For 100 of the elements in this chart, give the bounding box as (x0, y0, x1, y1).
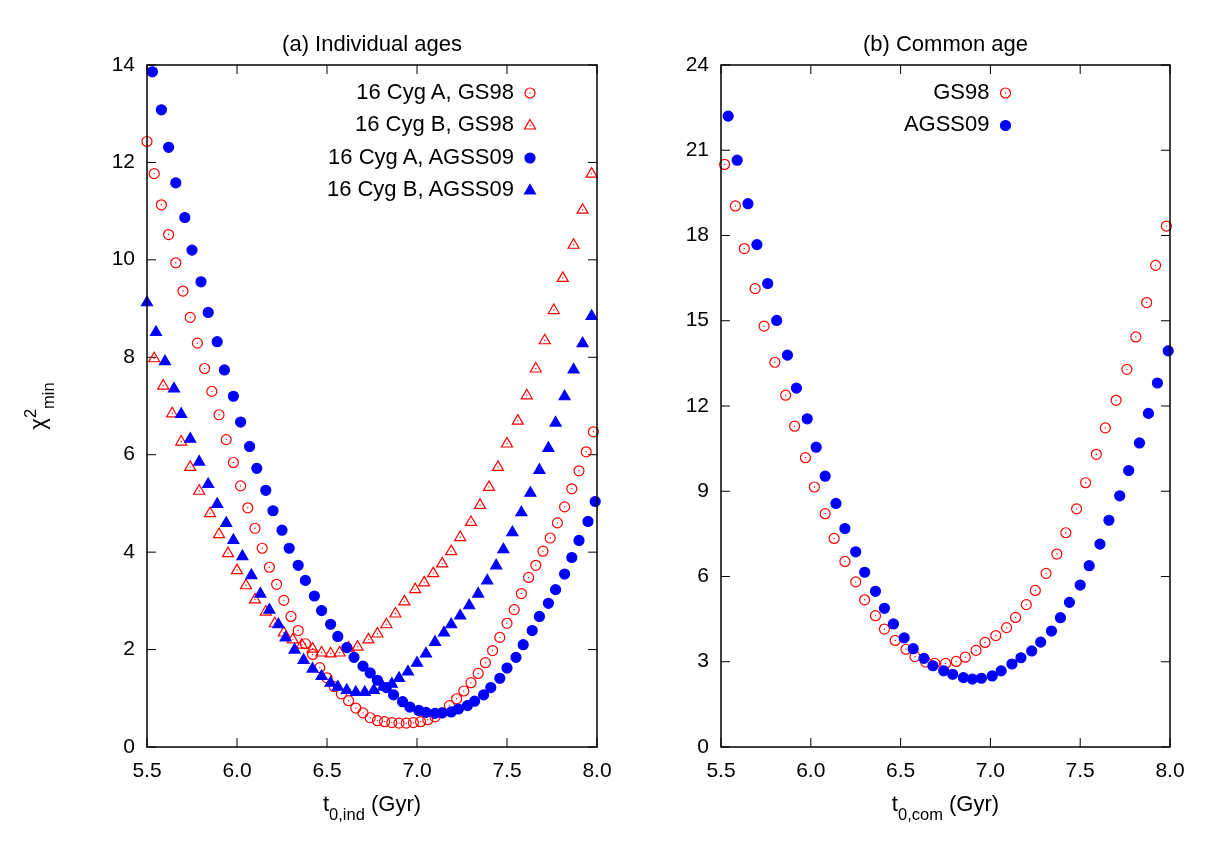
point (799, 452, 812, 464)
point (1060, 527, 1072, 539)
point (445, 617, 458, 629)
point (576, 336, 589, 348)
point (789, 420, 801, 432)
point (1026, 645, 1038, 657)
point (332, 630, 344, 643)
point (324, 646, 337, 658)
point (898, 632, 910, 644)
point (437, 625, 451, 637)
point (1063, 596, 1076, 608)
y-tick-label: 4 (123, 538, 136, 562)
point (481, 573, 494, 585)
point (260, 484, 272, 496)
point (472, 586, 485, 598)
point (1015, 652, 1027, 664)
point (357, 660, 369, 672)
point (267, 505, 279, 517)
point (1009, 611, 1022, 624)
point (1123, 464, 1135, 477)
point (1150, 259, 1162, 271)
point (995, 665, 1007, 677)
point (299, 574, 311, 586)
point (869, 585, 882, 597)
point (1000, 622, 1013, 634)
point (1029, 584, 1041, 597)
point (501, 662, 513, 674)
point (771, 314, 783, 327)
point (1121, 363, 1133, 375)
x-tick-label: 6.0 (796, 758, 826, 781)
point (452, 703, 464, 715)
point (333, 645, 346, 657)
y-tick-label: 10 (111, 246, 135, 270)
point (236, 549, 249, 561)
y-tick-label: 12 (111, 148, 135, 172)
point (567, 238, 580, 249)
point (810, 441, 822, 453)
point (1051, 548, 1063, 560)
point (567, 362, 580, 374)
point (235, 416, 247, 428)
point (230, 563, 244, 575)
point (729, 200, 741, 212)
point (986, 670, 998, 682)
y-tick-label: 9 (697, 477, 709, 501)
point (909, 651, 921, 663)
point (975, 672, 988, 684)
point (938, 665, 950, 677)
point (850, 576, 862, 588)
y-tick-label: 12 (685, 392, 709, 416)
point (315, 645, 328, 657)
y-tick-label: 3 (697, 648, 709, 672)
point (404, 701, 416, 713)
point (277, 625, 290, 637)
point (1006, 658, 1018, 670)
point (878, 602, 891, 614)
point (520, 388, 533, 400)
point (184, 432, 197, 443)
point (497, 542, 510, 554)
point (367, 683, 380, 695)
point (887, 618, 900, 630)
point (263, 603, 276, 614)
point (245, 568, 258, 580)
point (371, 674, 383, 686)
point (283, 542, 295, 554)
point (494, 672, 506, 684)
point (211, 497, 224, 509)
point (959, 651, 971, 663)
point (325, 618, 337, 630)
point (349, 685, 362, 697)
y-tick-label: 6 (123, 441, 135, 465)
point (324, 676, 337, 687)
point (808, 481, 820, 493)
point (558, 389, 571, 401)
point (573, 534, 585, 547)
point (401, 664, 415, 676)
point (506, 525, 519, 537)
point (410, 656, 424, 667)
point (398, 594, 411, 606)
y-tick-label: 6 (697, 563, 709, 587)
point (288, 642, 301, 654)
point (819, 470, 831, 482)
point (157, 378, 170, 390)
x-axis-title: t$_{0,com}$ (Gyr) (891, 791, 1000, 823)
point (538, 333, 551, 345)
point (221, 546, 235, 558)
point (1020, 599, 1032, 611)
point (979, 636, 991, 649)
point (801, 413, 813, 425)
point (576, 203, 589, 214)
y-tick-label: 15 (685, 307, 709, 331)
point (418, 575, 431, 587)
point (1045, 625, 1058, 637)
point (1099, 422, 1111, 434)
point (510, 651, 522, 663)
point (482, 480, 496, 491)
x-tick-label: 7.5 (492, 758, 522, 781)
point (149, 325, 163, 337)
legend-label: 16 Cyg B, AGSS09 (326, 176, 514, 202)
point (749, 283, 761, 295)
point (389, 606, 402, 618)
